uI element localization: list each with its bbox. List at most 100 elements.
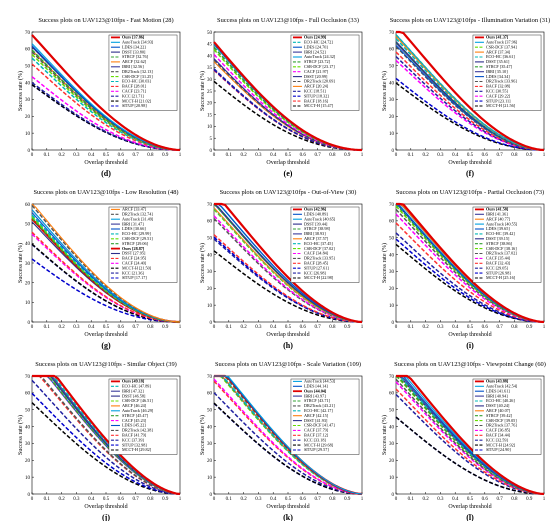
x-tick-label: 0.5 — [103, 153, 110, 158]
legend-entry: MCCT-H [22.98] — [304, 275, 334, 280]
legend-entry: ECO-HC [24.72] — [304, 40, 333, 45]
y-tick-label: 0 — [28, 493, 31, 498]
y-tick-label: 50 — [389, 237, 395, 242]
x-tick-label: 0.6 — [300, 325, 307, 330]
legend-entry: MCCT-H [29.82] — [122, 447, 152, 452]
y-tick-label: 0 — [392, 321, 395, 326]
legend-entry: ECO-HC [42.17] — [304, 408, 333, 413]
y-tick-label: 50 — [389, 65, 395, 70]
y-axis-label: Success rate (%) — [199, 71, 206, 111]
legend-entry: LDES [39.65] — [486, 226, 510, 231]
x-tick-label: 0.7 — [496, 325, 503, 330]
y-tick-label: 60 — [389, 48, 395, 53]
y-tick-label: 50 — [389, 409, 395, 414]
series-line — [213, 41, 363, 152]
x-tick-label: 0.2 — [240, 497, 247, 502]
panel-label: (l) — [466, 513, 474, 521]
legend-entry: AutoTrack [40.65] — [304, 216, 336, 221]
y-tick-label: 40 — [389, 81, 395, 86]
y-tick-label: 70 — [207, 375, 213, 380]
legend-entry: IBRI [43.97] — [304, 393, 326, 398]
y-tick-label: 20 — [389, 459, 395, 464]
x-axis-label: Overlap threshold — [84, 504, 127, 510]
legend-entry: DSST [46.58] — [122, 393, 146, 398]
legend-box — [290, 34, 360, 111]
x-tick-label: 0.9 — [344, 497, 351, 502]
legend-entry: KCC [33.18] — [304, 437, 326, 442]
x-tick-label: 0.5 — [103, 325, 110, 330]
legend-entry: IBRI [24.52] — [304, 49, 326, 54]
y-tick-label: 30 — [389, 270, 395, 275]
legend-entry: STRCF [38.86] — [486, 241, 513, 246]
y-tick-label: 30 — [25, 262, 31, 267]
legend-entry: CACF [23.71] — [122, 89, 147, 94]
y-tick-label: 40 — [25, 242, 31, 247]
legend-entry: AutoTrack [31.49] — [122, 216, 154, 221]
x-tick-label: 0.4 — [270, 497, 277, 502]
y-tick-label: 70 — [389, 31, 395, 36]
x-tick-label: 0.9 — [344, 153, 351, 158]
legend-entry: IBRI [32.56] — [122, 64, 144, 69]
y-tick-label: 20 — [25, 459, 31, 464]
legend-entry: KCC [21.71] — [122, 93, 144, 98]
x-tick-label: 0.4 — [270, 325, 277, 330]
legend-entry: CACF [24.40] — [122, 261, 147, 266]
legend-entry: LDES [41.61] — [486, 388, 510, 393]
x-tick-label: 0.7 — [132, 153, 139, 158]
legend-entry: CSR-DCF [39.05] — [486, 418, 517, 423]
legend-entry: MCCT-H [21.50] — [122, 265, 152, 270]
x-tick-label: 0.5 — [285, 153, 292, 158]
panel-label: (i) — [466, 341, 474, 350]
x-tick-label: 0 — [213, 325, 216, 330]
chart-panel: Success plots on UAV123@10fps - Viewpoin… — [381, 361, 546, 521]
legend-entry: CACF [36.85] — [486, 428, 511, 433]
legend-entry: BACF [18.16] — [304, 98, 329, 103]
series-line — [31, 34, 181, 152]
legend-entry: IBRI [47.32] — [122, 388, 144, 393]
x-tick-label: 1 — [361, 325, 364, 330]
series-line — [32, 374, 181, 496]
legend-entry: LDES [45.22] — [122, 423, 146, 428]
y-tick-label: 0 — [392, 493, 395, 498]
x-axis-label: Overlap threshold — [84, 332, 127, 338]
legend-entry: IBRI [40.94] — [486, 393, 508, 398]
legend-entry: CACF [45.23] — [122, 418, 147, 423]
legend-entry: IBRI [35.10] — [486, 69, 508, 74]
legend-entry: STRCF [23.72] — [304, 59, 331, 64]
x-tick-label: 0.6 — [482, 325, 489, 330]
y-tick-label: 60 — [389, 220, 395, 225]
y-tick-label: 30 — [25, 98, 31, 103]
legend-entry: MCCT-H [21.02] — [122, 98, 152, 103]
legend-entry: BACF [28.45] — [304, 261, 329, 266]
y-tick-label: 40 — [389, 253, 395, 258]
x-tick-label: 0.7 — [496, 153, 503, 158]
legend-entry: AutoTrack [44.53] — [304, 379, 336, 384]
x-tick-label: 0.6 — [300, 497, 307, 502]
legend-entry: DSST [39.15] — [486, 236, 510, 241]
x-tick-label: 0.1 — [44, 153, 51, 158]
legend-entry: SITUP [24.90] — [486, 447, 511, 452]
x-tick-label: 1 — [361, 153, 364, 158]
legend-entry: AutoTrack [37.96] — [486, 40, 518, 45]
legend-entry: DR2Track [33.96] — [486, 79, 517, 84]
y-tick-label: 35 — [207, 66, 213, 71]
y-tick-label: 5 — [210, 137, 213, 142]
panel-label: (e) — [284, 169, 293, 178]
legend-entry: ARCF [37.57] — [304, 236, 329, 241]
legend-entry: ECO-HC [36.61] — [486, 54, 515, 59]
x-tick-label: 0.7 — [496, 497, 503, 502]
legend-entry: DSST [35.61] — [486, 59, 510, 64]
x-tick-label: 0.3 — [255, 497, 262, 502]
x-tick-label: 0.8 — [329, 325, 336, 330]
x-tick-label: 0.3 — [437, 497, 444, 502]
legend-entry: LDES [34.22] — [122, 44, 146, 49]
series-line — [396, 374, 545, 496]
x-tick-label: 1 — [543, 497, 546, 502]
x-tick-label: 0.5 — [467, 325, 474, 330]
y-axis-label: Success rate (%) — [17, 71, 24, 111]
series-line — [213, 380, 363, 495]
x-tick-label: 0.8 — [147, 325, 154, 330]
legend-entry: MCCT-H [29.68] — [304, 442, 334, 447]
x-tick-label: 1 — [179, 497, 182, 502]
y-tick-label: 60 — [25, 392, 31, 397]
